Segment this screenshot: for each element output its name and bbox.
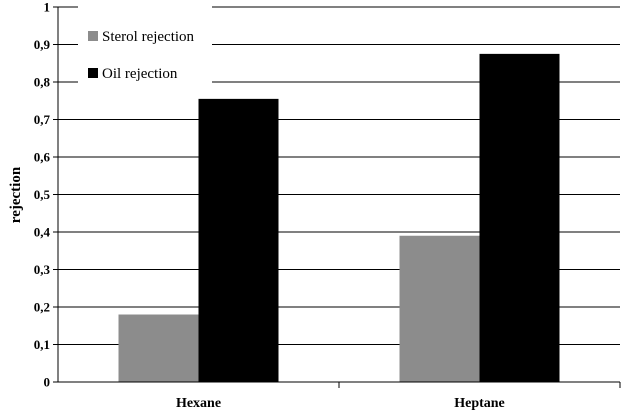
y-tick-label: 0,9 bbox=[34, 37, 51, 52]
y-tick-label: 1 bbox=[44, 0, 51, 15]
gridlines bbox=[58, 6, 620, 345]
y-tick-label: 0,1 bbox=[34, 337, 50, 352]
bar-sterol-rejection-hexane bbox=[118, 314, 199, 382]
y-tick-label: 0,4 bbox=[34, 225, 51, 240]
legend-label: Sterol rejection bbox=[102, 29, 195, 45]
x-category-label: Heptane bbox=[454, 396, 505, 411]
y-tick-label: 0,2 bbox=[34, 300, 50, 315]
legend-swatch bbox=[88, 68, 98, 78]
axes bbox=[53, 6, 621, 388]
y-tick-label: 0,3 bbox=[34, 262, 51, 277]
legend-label: Oil rejection bbox=[102, 66, 178, 82]
legend: Sterol rejection Oil rejection bbox=[78, 4, 212, 88]
bar-sterol-rejection-heptane bbox=[399, 235, 480, 382]
y-tick-label: 0,8 bbox=[34, 75, 51, 90]
y-tick-label: 0,7 bbox=[34, 112, 51, 127]
legend-swatch bbox=[88, 31, 98, 41]
legend-background bbox=[78, 4, 212, 88]
y-tick-label: 0,5 bbox=[34, 187, 51, 202]
bar-oil-rejection-heptane bbox=[479, 53, 560, 382]
x-category-labels: Hexane Heptane bbox=[176, 396, 505, 411]
x-category-label: Hexane bbox=[176, 396, 221, 411]
y-tick-label: 0,6 bbox=[34, 150, 51, 165]
bar-oil-rejection-hexane bbox=[198, 98, 279, 382]
y-tick-labels: 0 0,1 0,2 0,3 0,4 0,5 0,6 0,7 0,8 0,9 1 bbox=[34, 0, 51, 390]
y-tick-label: 0 bbox=[44, 375, 51, 390]
y-axis-title: rejection bbox=[8, 166, 24, 223]
bars bbox=[118, 53, 560, 382]
